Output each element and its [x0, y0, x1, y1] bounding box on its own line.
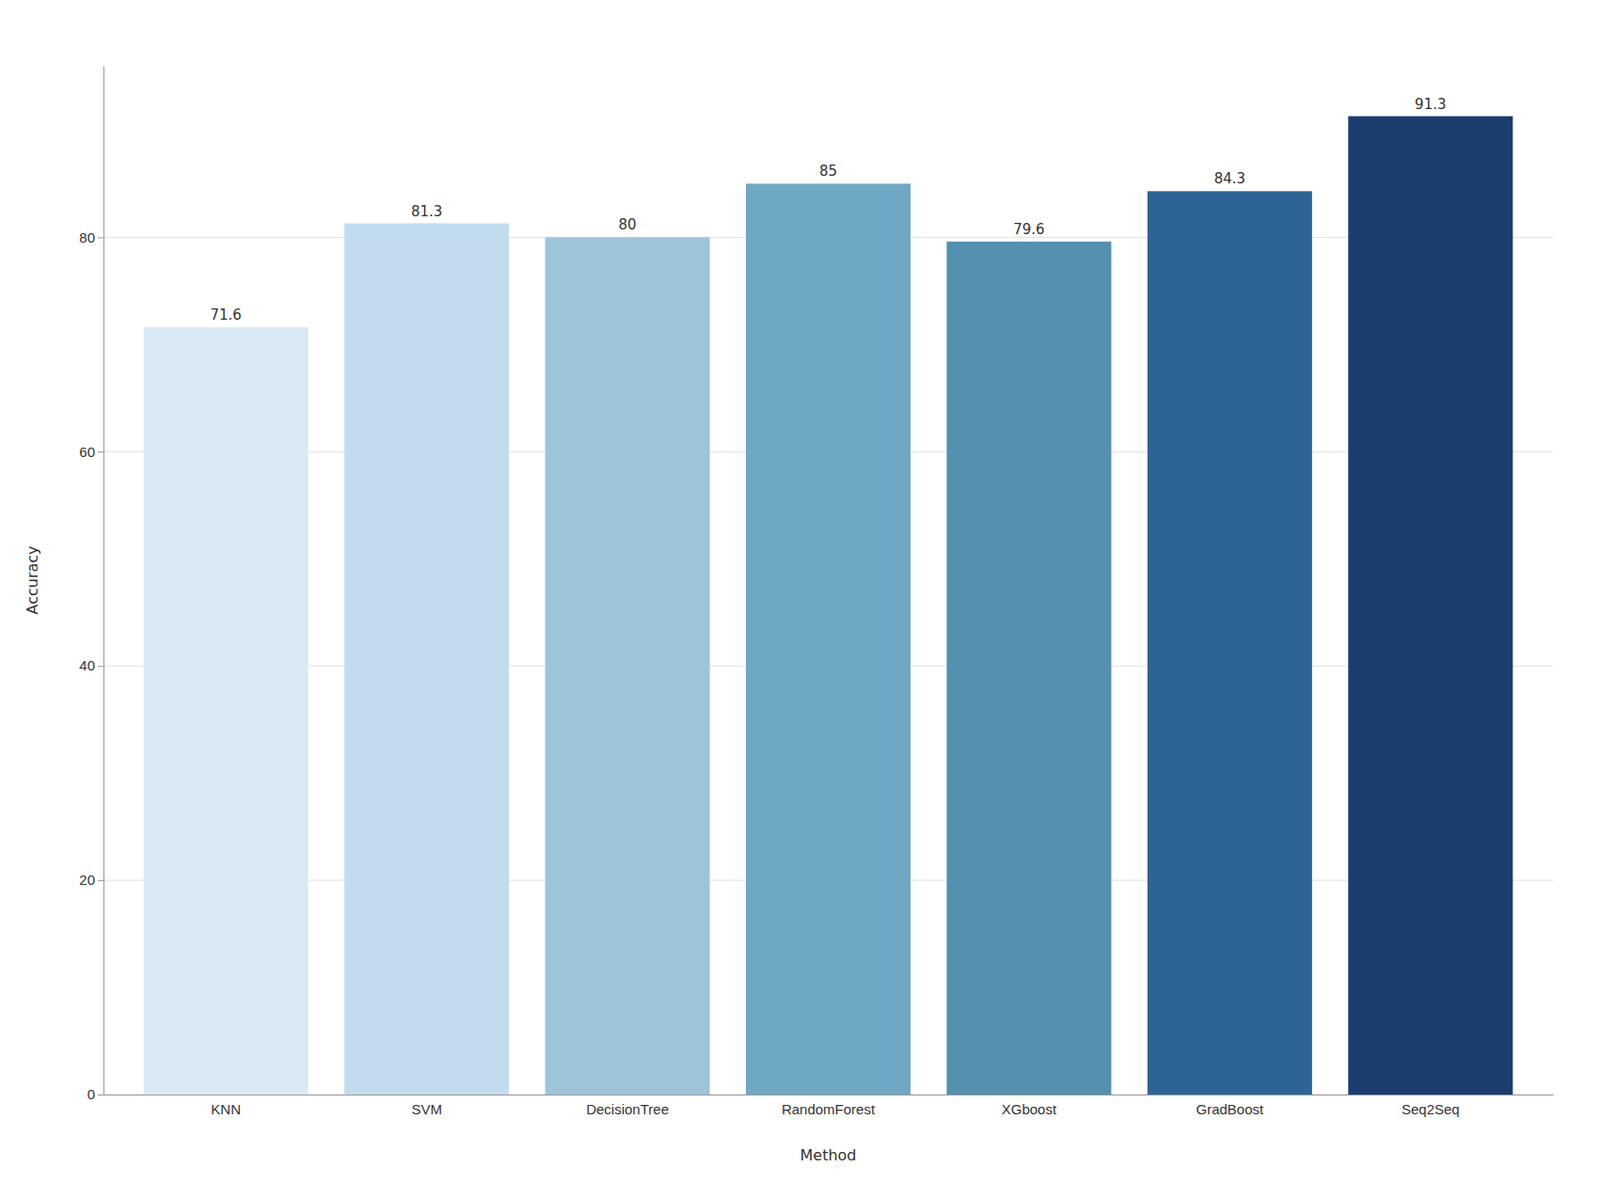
x-tick-label: XGboost: [1001, 1101, 1058, 1118]
y-axis-title: Accuracy: [23, 545, 42, 615]
y-tick: 0: [87, 1086, 104, 1103]
x-tick-label: SVM: [411, 1101, 443, 1118]
x-tick: Seq2Seq: [1401, 1101, 1460, 1118]
x-tick-label: GradBoost: [1196, 1101, 1266, 1118]
data-label: 80: [618, 216, 637, 234]
y-tick-label: 0: [87, 1086, 96, 1103]
y-tick: 40: [79, 657, 104, 674]
x-tick: RandomForest: [781, 1101, 876, 1118]
y-axis-line: [103, 66, 105, 1096]
x-tick: GradBoost: [1196, 1101, 1266, 1118]
x-tick-label: Seq2Seq: [1401, 1101, 1460, 1118]
x-tick-label: KNN: [210, 1101, 241, 1118]
bars: [143, 116, 1514, 1095]
data-label: 85: [819, 162, 838, 180]
bar: [745, 183, 911, 1095]
y-tick-label: 20: [79, 871, 96, 888]
x-tick: DecisionTree: [586, 1101, 669, 1118]
y-tick: 80: [79, 229, 104, 246]
x-tick-label: RandomForest: [781, 1101, 876, 1118]
bar: [545, 237, 711, 1095]
bar: [143, 327, 309, 1095]
y-tick-mark: [97, 237, 104, 238]
y-tick-mark: [97, 451, 104, 453]
y-tick-mark: [97, 880, 104, 882]
y-tick-label: 60: [79, 443, 96, 460]
data-labels: 71.6 81.3 80 85 79.6 84.3 91.3: [209, 95, 1446, 324]
x-axis: KNN SVM DecisionTree RandomForest XGboost Gra…: [104, 1095, 1554, 1118]
x-tick: SVM: [411, 1101, 443, 1118]
data-label: 91.3: [1414, 95, 1446, 113]
y-tick-label: 80: [79, 229, 96, 246]
x-tick-label: DecisionTree: [586, 1101, 669, 1118]
bar: [1147, 190, 1313, 1095]
bar: [946, 241, 1111, 1095]
x-tick: XGboost: [1001, 1101, 1058, 1118]
y-axis: 0 20 40 60 80: [79, 66, 104, 1104]
data-label: 71.6: [209, 306, 241, 324]
bar: [1347, 116, 1513, 1095]
y-tick-label: 40: [79, 657, 96, 674]
data-label: 81.3: [411, 203, 443, 221]
y-tick: 60: [79, 443, 104, 460]
chart: 0 20 40 60 80 KNN SVM DecisionTree RandomForest X…: [0, 0, 1600, 1198]
data-label: 79.6: [1013, 221, 1045, 238]
plot: 0 20 40 60 80 KNN SVM DecisionTree RandomForest X…: [23, 66, 1554, 1166]
data-label: 84.3: [1214, 170, 1246, 188]
y-tick: 20: [79, 871, 104, 888]
x-axis-title: Method: [799, 1146, 856, 1165]
x-axis-line: [104, 1094, 1554, 1096]
y-tick-mark: [97, 665, 104, 667]
y-tick-mark: [97, 1094, 104, 1096]
bar: [344, 223, 509, 1095]
x-tick: KNN: [210, 1101, 241, 1118]
